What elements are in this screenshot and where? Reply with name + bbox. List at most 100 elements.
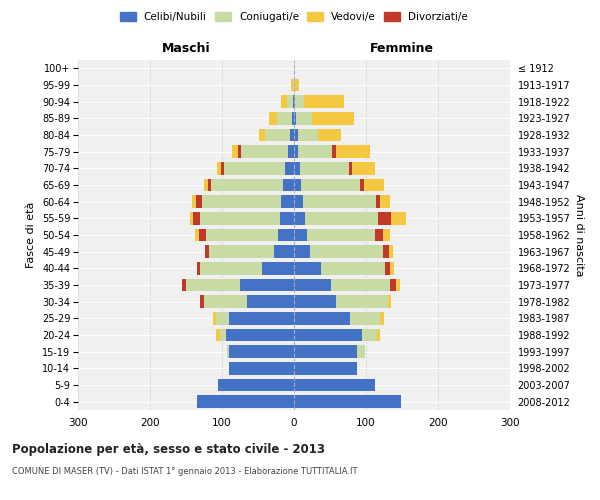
Bar xyxy=(294,279,331,291)
Bar xyxy=(206,229,278,241)
Bar xyxy=(209,246,274,258)
Bar xyxy=(294,346,358,358)
Bar xyxy=(229,362,294,374)
Bar xyxy=(211,179,283,192)
Bar xyxy=(221,162,224,174)
Bar xyxy=(190,212,193,224)
Bar xyxy=(262,262,294,274)
Bar xyxy=(383,229,390,241)
Bar xyxy=(259,129,265,141)
Bar xyxy=(296,112,312,124)
Bar xyxy=(294,246,310,258)
Bar xyxy=(182,279,186,291)
Bar xyxy=(378,212,391,224)
Bar xyxy=(200,262,262,274)
Bar xyxy=(229,312,294,324)
Bar xyxy=(212,312,216,324)
Bar xyxy=(294,129,298,141)
Bar xyxy=(204,296,247,308)
Text: Maschi: Maschi xyxy=(161,42,211,55)
Bar xyxy=(283,179,294,192)
Legend: Celibi/Nubili, Coniugati/e, Vedovi/e, Divorziati/e: Celibi/Nubili, Coniugati/e, Vedovi/e, Di… xyxy=(116,8,472,26)
Bar xyxy=(352,162,376,174)
Bar xyxy=(349,162,352,174)
Bar xyxy=(220,329,226,341)
Bar xyxy=(294,112,296,124)
Bar xyxy=(241,146,288,158)
Bar xyxy=(280,212,294,224)
Text: Femmine: Femmine xyxy=(370,42,434,55)
Bar xyxy=(385,262,391,274)
Bar xyxy=(331,279,391,291)
Bar xyxy=(362,329,377,341)
Bar xyxy=(204,179,208,192)
Text: COMUNE DI MASER (TV) - Dati ISTAT 1° gennaio 2013 - Elaborazione TUTTITALIA.IT: COMUNE DI MASER (TV) - Dati ISTAT 1° gen… xyxy=(12,468,358,476)
Bar xyxy=(304,96,344,108)
Bar xyxy=(360,179,364,192)
Bar xyxy=(336,296,388,308)
Bar xyxy=(294,179,301,192)
Bar xyxy=(294,396,401,408)
Bar xyxy=(380,312,384,324)
Bar xyxy=(294,79,295,92)
Bar xyxy=(307,229,376,241)
Bar xyxy=(383,246,389,258)
Bar xyxy=(300,162,349,174)
Bar xyxy=(391,212,406,224)
Bar xyxy=(286,162,294,174)
Bar xyxy=(224,162,286,174)
Bar xyxy=(364,179,384,192)
Bar xyxy=(294,162,300,174)
Bar xyxy=(216,329,220,341)
Bar xyxy=(302,196,376,208)
Bar xyxy=(305,212,378,224)
Bar xyxy=(294,296,336,308)
Bar xyxy=(294,196,302,208)
Bar xyxy=(358,346,365,358)
Bar xyxy=(229,346,294,358)
Bar xyxy=(376,229,383,241)
Bar xyxy=(196,229,199,241)
Bar xyxy=(391,279,396,291)
Bar xyxy=(294,379,374,391)
Bar xyxy=(312,112,354,124)
Bar xyxy=(281,196,294,208)
Bar xyxy=(196,196,202,208)
Bar xyxy=(218,379,294,391)
Bar xyxy=(294,229,307,241)
Bar xyxy=(274,246,294,258)
Bar xyxy=(293,79,294,92)
Bar xyxy=(294,312,350,324)
Bar xyxy=(350,312,380,324)
Bar xyxy=(295,79,299,92)
Bar xyxy=(294,96,295,108)
Bar xyxy=(265,129,290,141)
Bar xyxy=(298,129,318,141)
Bar xyxy=(293,96,294,108)
Bar xyxy=(240,279,294,291)
Bar xyxy=(288,146,294,158)
Bar xyxy=(322,262,385,274)
Bar xyxy=(232,146,238,158)
Bar xyxy=(197,262,200,274)
Bar xyxy=(377,329,380,341)
Bar xyxy=(193,196,196,208)
Bar xyxy=(298,146,332,158)
Bar xyxy=(226,329,294,341)
Bar xyxy=(318,129,341,141)
Bar xyxy=(238,146,241,158)
Bar xyxy=(202,196,281,208)
Bar xyxy=(193,212,200,224)
Bar xyxy=(294,146,298,158)
Bar xyxy=(332,146,336,158)
Bar xyxy=(380,196,391,208)
Bar xyxy=(294,362,358,374)
Bar xyxy=(294,212,305,224)
Bar xyxy=(389,246,392,258)
Bar xyxy=(186,279,240,291)
Bar xyxy=(200,212,280,224)
Bar xyxy=(290,129,294,141)
Bar xyxy=(391,262,394,274)
Bar xyxy=(294,262,322,274)
Bar xyxy=(269,112,277,124)
